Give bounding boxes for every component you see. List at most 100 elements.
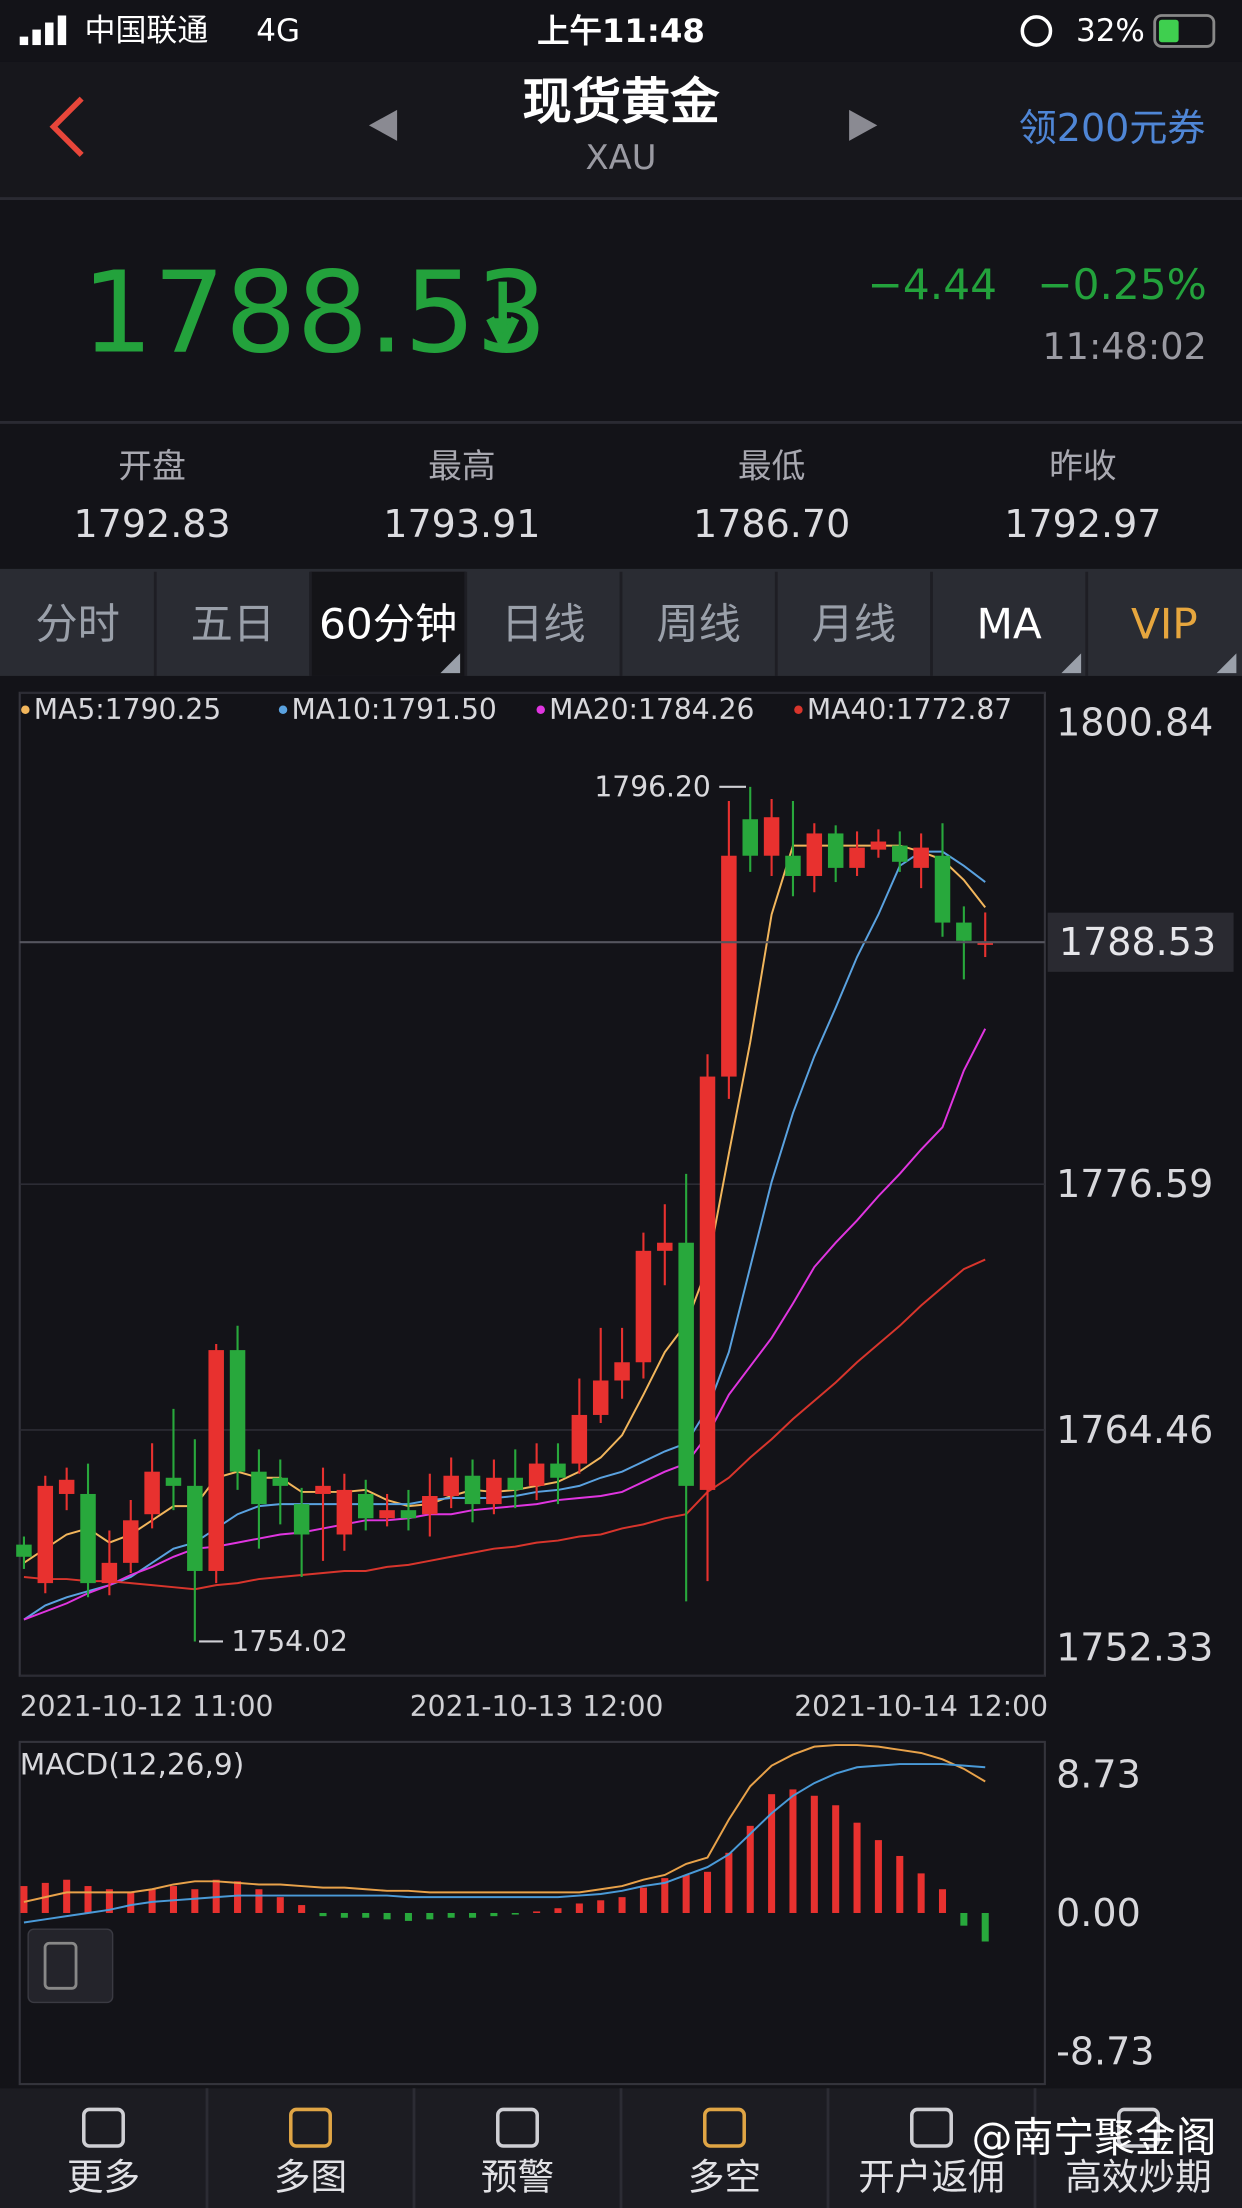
stat-value: 1792.83	[73, 502, 230, 546]
battery-icon	[1153, 14, 1216, 48]
nav-icon	[289, 2107, 332, 2148]
back-button[interactable]	[49, 96, 84, 157]
tab-active-bg	[310, 571, 466, 676]
macd-bar	[362, 1912, 370, 1918]
macd-bar	[447, 1912, 455, 1918]
candle-body	[550, 1463, 566, 1478]
tab[interactable]: 周线	[656, 599, 740, 648]
candle-body	[785, 855, 801, 876]
tab[interactable]: 分时	[35, 599, 119, 648]
candle-body	[507, 1477, 524, 1490]
legend-label: MA10:1791.50	[291, 693, 496, 726]
macd-bar	[298, 1905, 306, 1913]
macd-bar	[533, 1911, 541, 1913]
candle-body	[956, 922, 972, 941]
y-tick-label: 8.73	[1056, 1753, 1141, 1797]
macd-bar	[938, 1889, 947, 1913]
last-price: 1788.53	[82, 247, 548, 379]
candle-body	[272, 1477, 289, 1486]
nav-label[interactable]: 高效炒期	[1065, 2156, 1211, 2199]
candle-body	[400, 1510, 417, 1519]
nav-label[interactable]: 开户返佣	[858, 2156, 1004, 2199]
macd-bar	[234, 1881, 242, 1913]
nav-items: 更多 多图 预警 多空 开户返佣 高效炒期	[67, 2088, 1212, 2208]
candle-body	[315, 1485, 331, 1494]
annotation: 1754.02	[231, 1625, 347, 1658]
candle-body	[678, 1242, 694, 1486]
macd-bar	[511, 1912, 519, 1915]
candle-body	[123, 1520, 139, 1563]
ma-line	[23, 850, 986, 1621]
candle-body	[80, 1493, 96, 1584]
candle-body	[187, 1485, 203, 1571]
nav-label[interactable]: 多图	[274, 2156, 347, 2199]
macd-bar	[383, 1912, 391, 1920]
tab[interactable]: 月线	[812, 599, 896, 648]
instrument-title: 现货黄金	[522, 72, 720, 130]
candle-body	[870, 841, 887, 850]
nav-label[interactable]: 更多	[67, 2156, 140, 2199]
stat-value: 1786.70	[693, 502, 850, 546]
prev-button[interactable]	[368, 109, 398, 141]
macd-panel	[18, 1740, 1046, 2086]
candle-body	[336, 1489, 353, 1535]
stat-value: 1793.91	[383, 502, 540, 546]
macd-bar	[319, 1912, 327, 1917]
candle-body	[849, 847, 865, 868]
charts: 1800.84 1776.59 1764.46 1752.33 2021-10-12 1…	[16, 691, 1234, 2073]
rotate-button[interactable]	[27, 1928, 114, 2004]
lock-icon	[1020, 15, 1053, 47]
macd-line	[23, 1763, 986, 1924]
y-tick-label: 1800.84	[1056, 700, 1213, 744]
last-price-box	[1047, 912, 1234, 972]
candle-body	[699, 1076, 716, 1490]
macd-bar	[63, 1879, 71, 1913]
nav-label[interactable]: 预警	[481, 2156, 554, 2199]
nav-icon	[496, 2107, 539, 2148]
candle-body	[379, 1510, 395, 1519]
signal	[19, 36, 29, 46]
legend-dot	[278, 705, 288, 714]
coupon-link[interactable]: 领200元券	[1019, 106, 1206, 150]
legend-dot	[21, 705, 30, 714]
quote-time: 11:48:02	[1042, 325, 1206, 368]
candle-body	[293, 1504, 310, 1535]
down-arrow	[486, 281, 520, 354]
candle-body	[913, 847, 929, 868]
macd-bar	[810, 1795, 818, 1913]
macd-bar	[20, 1886, 28, 1913]
y-tick-label: 1764.46	[1056, 1408, 1213, 1452]
tab[interactable]: 日线	[501, 599, 585, 648]
macd-bar	[105, 1889, 113, 1913]
candle-body	[763, 817, 780, 856]
nav-icon	[910, 2107, 953, 2148]
macd-bar	[703, 1871, 712, 1913]
candle-body	[614, 1362, 630, 1381]
tab[interactable]: 60分钟	[319, 599, 457, 648]
rotate-icon	[43, 1941, 78, 1990]
y-tick-label: 1752.33	[1056, 1626, 1213, 1670]
nav-icon	[1117, 2107, 1160, 2148]
tab[interactable]: MA	[976, 599, 1041, 648]
candle-body	[806, 833, 823, 876]
nav-label[interactable]: 多空	[688, 2156, 761, 2199]
next-button[interactable]	[849, 109, 878, 141]
candle-body	[827, 833, 844, 868]
candle-body	[742, 819, 758, 856]
tab[interactable]: VIP	[1131, 599, 1198, 648]
watermark: @南宁聚金阁	[972, 2114, 1217, 2162]
status-bar: 中国联通 4G 上午11:48 32%	[19, 12, 1216, 50]
clock: 上午11:48	[537, 12, 705, 50]
legend-label: MA40:1772.87	[807, 693, 1012, 726]
macd-bar	[127, 1892, 135, 1913]
signal	[45, 22, 54, 46]
candle-body	[592, 1380, 609, 1415]
ma-line	[23, 844, 986, 1564]
stat-label: 最低	[738, 447, 806, 486]
nav-icon	[82, 2107, 125, 2148]
tabs: 分时 五日 60分钟 日线 周线 月线 MA VIP	[35, 571, 1237, 676]
tab[interactable]: 五日	[191, 599, 275, 648]
macd-bar	[426, 1912, 434, 1920]
